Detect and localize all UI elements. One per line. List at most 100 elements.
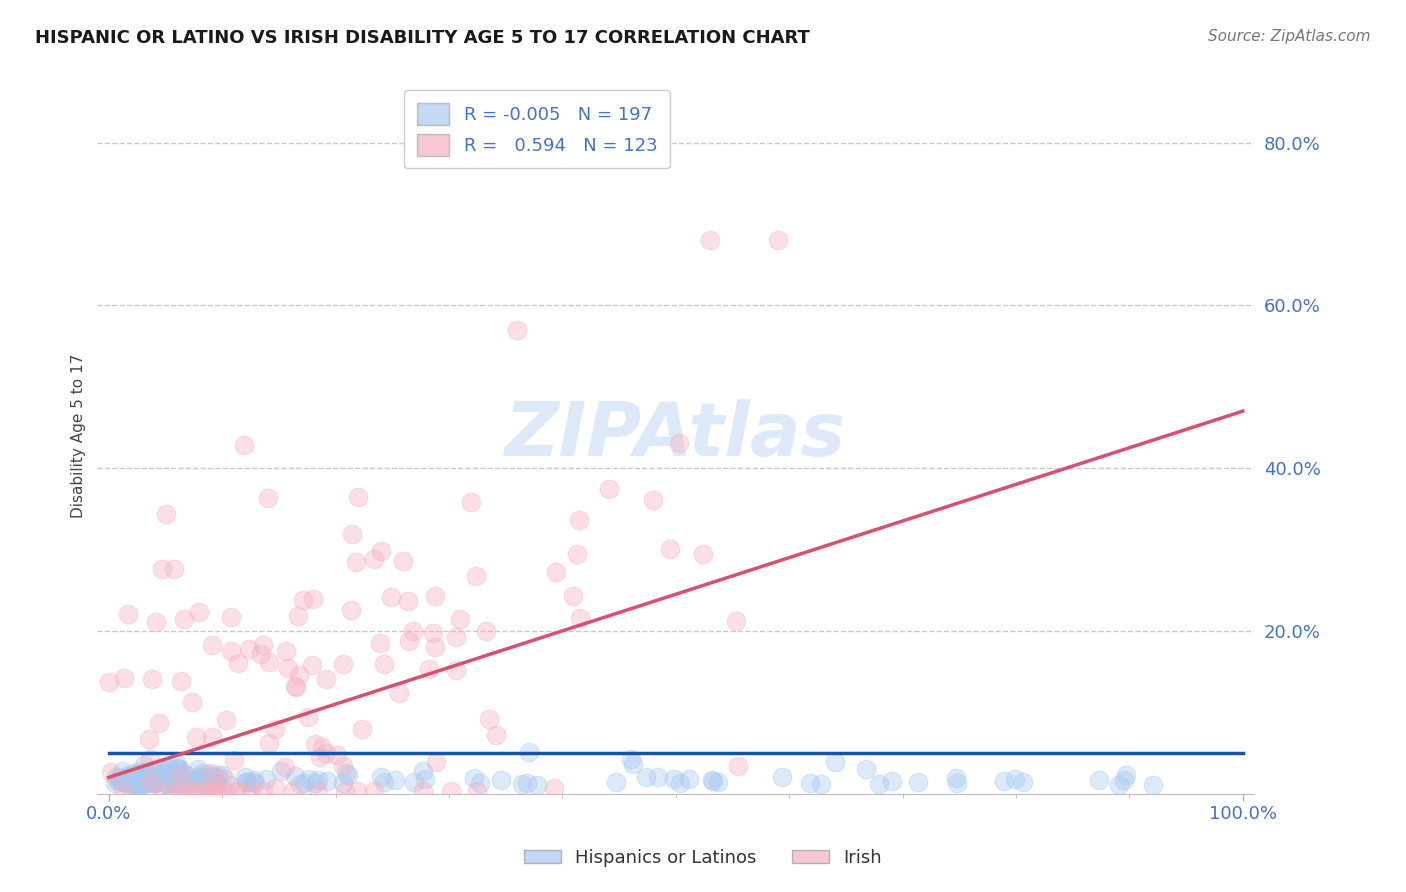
- Point: [252, 784, 274, 798]
- Point: [191, 766, 214, 780]
- Point: [605, 774, 627, 789]
- Point: [190, 772, 212, 786]
- Point: [302, 592, 325, 607]
- Point: [544, 565, 567, 579]
- Point: [148, 716, 170, 731]
- Point: [124, 776, 146, 790]
- Point: [142, 764, 165, 778]
- Point: [1004, 772, 1026, 787]
- Point: [125, 772, 148, 786]
- Point: [177, 784, 200, 798]
- Point: [215, 714, 238, 728]
- Point: [274, 760, 297, 774]
- Point: [163, 772, 186, 786]
- Point: [1112, 772, 1135, 787]
- Point: [173, 772, 195, 787]
- Point: [112, 671, 135, 685]
- Point: [153, 776, 176, 790]
- Point: [112, 773, 135, 788]
- Point: [132, 757, 155, 772]
- Point: [444, 664, 467, 678]
- Point: [108, 770, 131, 784]
- Point: [254, 772, 277, 787]
- Point: [946, 776, 969, 790]
- Point: [202, 784, 225, 798]
- Point: [1108, 778, 1130, 792]
- Point: [104, 776, 127, 790]
- Point: [678, 772, 700, 786]
- Point: [143, 773, 166, 788]
- Point: [489, 773, 512, 788]
- Point: [468, 775, 491, 789]
- Point: [276, 643, 298, 657]
- Point: [346, 490, 368, 504]
- Point: [290, 776, 312, 790]
- Point: [402, 624, 425, 638]
- Point: [120, 769, 142, 783]
- Point: [166, 761, 188, 775]
- Point: [188, 770, 211, 784]
- Point: [562, 589, 585, 603]
- Point: [127, 770, 149, 784]
- Point: [138, 768, 160, 782]
- Text: ZIPAtlas: ZIPAtlas: [505, 399, 846, 472]
- Point: [727, 759, 749, 773]
- Point: [388, 686, 411, 700]
- Point: [307, 773, 329, 788]
- Point: [370, 543, 392, 558]
- Point: [252, 638, 274, 652]
- Point: [129, 764, 152, 779]
- Point: [181, 695, 204, 709]
- Point: [143, 773, 166, 788]
- Point: [167, 772, 190, 787]
- Point: [283, 769, 305, 783]
- Point: [184, 731, 207, 745]
- Point: [131, 772, 153, 786]
- Point: [707, 775, 730, 789]
- Point: [148, 770, 170, 784]
- Point: [214, 772, 236, 786]
- Point: [132, 777, 155, 791]
- Point: [129, 766, 152, 780]
- Point: [315, 773, 337, 788]
- Point: [311, 740, 333, 755]
- Point: [232, 437, 254, 451]
- Point: [692, 548, 714, 562]
- Point: [143, 776, 166, 790]
- Point: [465, 784, 488, 798]
- Point: [107, 774, 129, 789]
- Point: [1142, 778, 1164, 792]
- Point: [702, 772, 724, 787]
- Point: [204, 784, 226, 798]
- Point: [250, 647, 273, 661]
- Point: [418, 662, 440, 676]
- Point: [510, 777, 533, 791]
- Point: [183, 784, 205, 798]
- Point: [173, 772, 195, 787]
- Point: [166, 784, 188, 798]
- Point: [333, 784, 356, 798]
- Point: [160, 774, 183, 789]
- Point: [332, 759, 354, 773]
- Point: [309, 750, 332, 764]
- Point: [766, 233, 789, 247]
- Point: [141, 673, 163, 687]
- Point: [169, 763, 191, 777]
- Point: [183, 776, 205, 790]
- Point: [187, 777, 209, 791]
- Point: [444, 630, 467, 644]
- Point: [201, 638, 224, 652]
- Point: [150, 772, 173, 786]
- Point: [396, 594, 419, 608]
- Point: [373, 775, 395, 789]
- Point: [214, 784, 236, 798]
- Point: [145, 615, 167, 630]
- Point: [162, 771, 184, 785]
- Point: [315, 672, 337, 686]
- Point: [243, 776, 266, 790]
- Point: [166, 757, 188, 772]
- Point: [152, 784, 174, 798]
- Point: [380, 590, 402, 604]
- Point: [465, 568, 488, 582]
- Point: [422, 626, 444, 640]
